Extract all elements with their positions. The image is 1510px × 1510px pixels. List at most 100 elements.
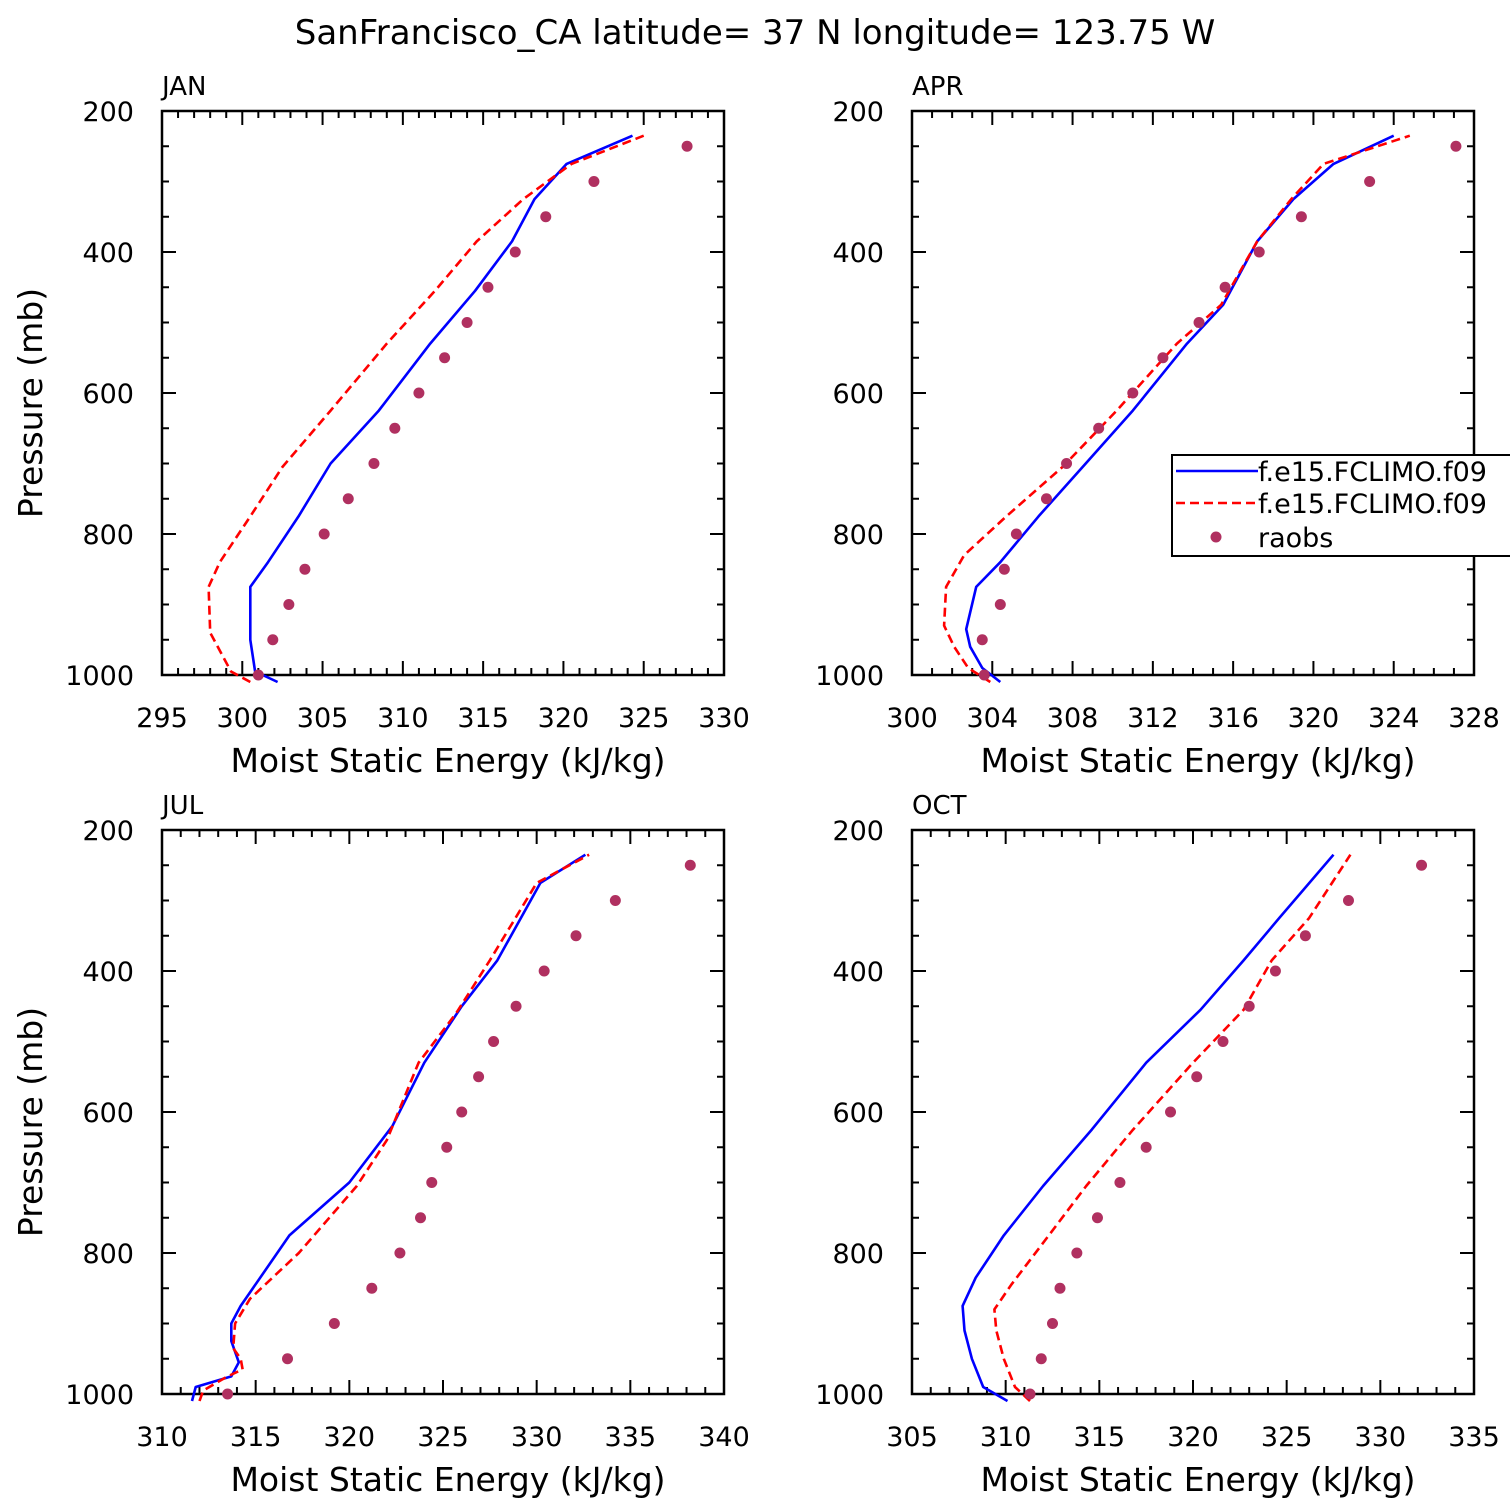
- raobs-point: [1193, 317, 1205, 328]
- legend-label: raobs: [1258, 523, 1333, 554]
- plot-frame: [910, 109, 1476, 677]
- y-tick-label: 400: [82, 238, 134, 269]
- raobs-point: [1024, 1388, 1036, 1400]
- panel-oct: OCT 305 310 315 320 325 330 335 200 400 600 800 1000…: [815, 791, 1499, 1499]
- x-tick-label: 340: [698, 1422, 750, 1453]
- raobs-point: [1091, 1212, 1103, 1224]
- data-layer: [190, 853, 696, 1402]
- x-tick-label: 328: [1448, 703, 1500, 734]
- raobs-point: [1450, 140, 1462, 152]
- y-tick-label: 600: [832, 1098, 884, 1129]
- y-tick-label: 400: [82, 957, 134, 988]
- x-axis-label: Moist Static Energy (kJ/kg): [980, 741, 1415, 780]
- x-tick-label: 300: [886, 703, 938, 734]
- y-tick-label: 200: [82, 816, 134, 847]
- raobs-point: [318, 528, 330, 540]
- x-tick-label: 330: [511, 1422, 563, 1453]
- raobs-point: [488, 1036, 500, 1047]
- series-line-blue: [249, 134, 634, 684]
- raobs-point: [394, 1247, 406, 1259]
- series-line-blue: [190, 853, 587, 1402]
- raobs-point: [1093, 422, 1105, 434]
- x-tick-label: 316: [1207, 703, 1259, 734]
- raobs-point: [461, 317, 473, 328]
- raobs-point: [976, 634, 988, 646]
- y-tick-label: 400: [832, 238, 884, 269]
- raobs-point: [1295, 211, 1307, 223]
- raobs-point: [366, 1282, 378, 1294]
- raobs-point: [222, 1388, 234, 1400]
- raobs-point: [1342, 895, 1354, 906]
- raobs-point: [1061, 458, 1073, 469]
- raobs-point: [1269, 965, 1281, 977]
- panel-jul: JUL 310 315 320 325 330 335 340 200 400 600 800 1000…: [11, 791, 750, 1499]
- x-tick-label: 305: [297, 703, 349, 734]
- x-tick-label: 305: [886, 1422, 938, 1453]
- raobs-point: [978, 669, 990, 681]
- raobs-point: [1243, 1000, 1255, 1012]
- raobs-point: [510, 1000, 522, 1012]
- raobs-point: [456, 1106, 468, 1118]
- raobs-point: [267, 634, 279, 646]
- x-tick-label: 330: [698, 703, 750, 734]
- raobs-point: [1010, 528, 1022, 540]
- x-tick-label: 295: [136, 703, 188, 734]
- plot-frame: [160, 109, 726, 677]
- raobs-point: [473, 1071, 485, 1083]
- y-tick-label: 800: [832, 520, 884, 551]
- x-axis-label: Moist Static Energy (kJ/kg): [980, 1460, 1415, 1499]
- y-tick-label: 600: [832, 379, 884, 410]
- y-tick-label: 200: [832, 816, 884, 847]
- data-layer: [942, 134, 1462, 684]
- data-layer: [207, 134, 693, 684]
- x-tick-label: 325: [417, 1422, 469, 1453]
- x-tick-label: 315: [457, 703, 509, 734]
- raobs-point: [413, 387, 425, 399]
- raobs-point: [994, 599, 1006, 610]
- raobs-point: [1071, 1247, 1083, 1259]
- x-tick-label: 325: [1261, 1422, 1313, 1453]
- y-tick-label: 1000: [65, 661, 134, 692]
- figure-title: SanFrancisco_CA latitude= 37 N longitude…: [295, 13, 1216, 53]
- x-tick-label: 308: [1047, 703, 1099, 734]
- raobs-point: [540, 211, 552, 223]
- x-tick-label: 325: [618, 703, 670, 734]
- raobs-point: [415, 1212, 427, 1224]
- y-tick-label: 200: [832, 97, 884, 128]
- raobs-point: [1253, 246, 1265, 258]
- raobs-point: [368, 458, 380, 469]
- raobs-point: [1047, 1318, 1058, 1329]
- x-tick-label: 312: [1127, 703, 1179, 734]
- raobs-point: [1299, 930, 1311, 942]
- y-tick-label: 1000: [815, 1380, 884, 1411]
- raobs-point: [538, 965, 550, 977]
- y-axis-label: Pressure (mb): [11, 1007, 50, 1237]
- raobs-point: [389, 422, 401, 434]
- panel-jan: JAN 295 300 305 310 315 320 325 330 200 400 600 800 1…: [11, 72, 750, 780]
- x-tick-label: 324: [1368, 703, 1420, 734]
- raobs-point: [570, 930, 582, 942]
- raobs-point: [441, 1141, 453, 1153]
- panel-label: JAN: [160, 72, 206, 102]
- series-line-blue: [961, 853, 1335, 1403]
- x-tick-label: 320: [1167, 1422, 1219, 1453]
- legend-dot-raobs: [1210, 531, 1222, 543]
- data-layer: [961, 853, 1428, 1403]
- series-line-blue: [964, 134, 1395, 684]
- panel-apr: APR 300 304 308 312 316 320 324 328 200 400 600 800 1…: [815, 72, 1499, 780]
- raobs-point: [1054, 1282, 1066, 1294]
- panel-label: JUL: [160, 791, 204, 821]
- x-tick-label: 315: [230, 1422, 282, 1453]
- x-tick-label: 310: [980, 1422, 1032, 1453]
- raobs-point: [1140, 1141, 1152, 1153]
- raobs-point: [1035, 1353, 1047, 1365]
- y-tick-label: 1000: [815, 661, 884, 692]
- plot-frame: [160, 828, 726, 1396]
- raobs-point: [328, 1318, 340, 1329]
- raobs-point: [998, 563, 1010, 575]
- x-tick-label: 310: [377, 703, 429, 734]
- raobs-point: [1114, 1177, 1126, 1188]
- series-line-red-dashed: [207, 134, 645, 684]
- x-tick-label: 300: [217, 703, 269, 734]
